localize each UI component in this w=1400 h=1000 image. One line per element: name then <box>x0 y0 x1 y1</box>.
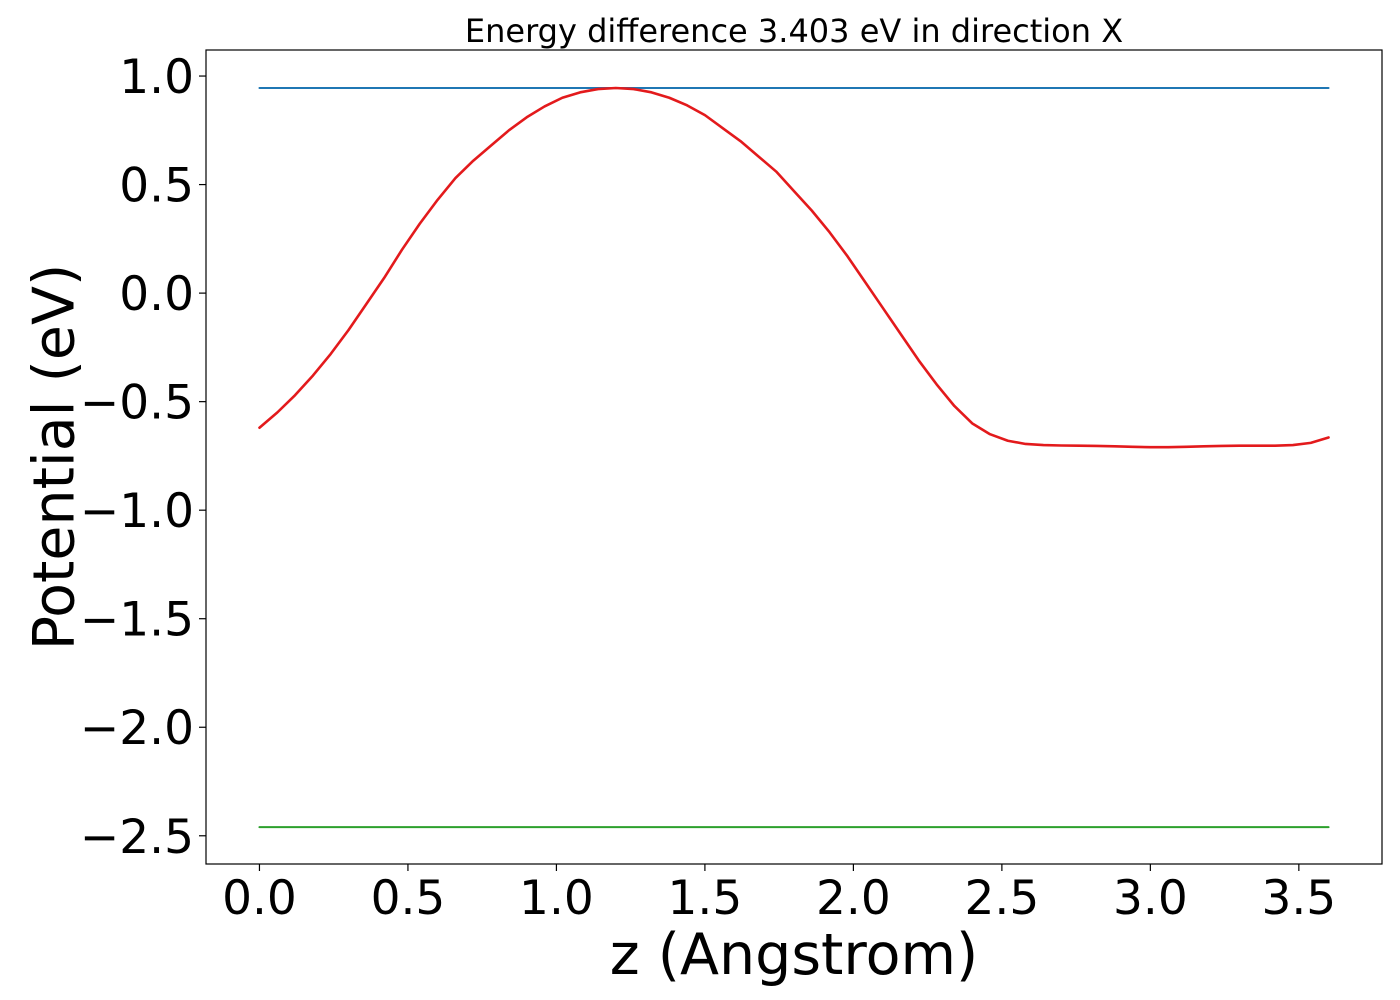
x-tick-label: 1.5 <box>668 871 743 926</box>
y-tick-label: −2.5 <box>80 810 194 865</box>
y-tick-label: −1.0 <box>80 484 194 539</box>
x-tick-label: 3.0 <box>1113 871 1188 926</box>
y-tick-label: 1.0 <box>119 50 194 105</box>
axes-frame <box>205 49 1383 865</box>
chart-title: Energy difference 3.403 eV in direction … <box>465 12 1123 50</box>
x-tick-label: 2.0 <box>816 871 891 926</box>
x-tick-label: 3.5 <box>1261 871 1336 926</box>
x-tick-label: 2.5 <box>965 871 1040 926</box>
y-tick-label: 0.0 <box>119 267 194 322</box>
x-tick-label: 0.0 <box>222 871 297 926</box>
y-tick-label: −2.0 <box>80 701 194 756</box>
axes: 0.0 0.5 1.0 1.5 2.0 2.5 3.0 3.5 1.0 0.5 0.0 −0.5 −1.… <box>80 49 1383 926</box>
series-line-2 <box>258 86 1330 449</box>
x-tick-label: 0.5 <box>371 871 446 926</box>
x-tick-label: 1.0 <box>519 871 594 926</box>
y-tick-label: −0.5 <box>80 376 194 431</box>
x-axis-title: z (Angstrom) <box>610 922 978 988</box>
y-tick-label: 0.5 <box>119 159 194 214</box>
plot-area <box>258 86 1330 829</box>
y-axis-title: Potential (eV) <box>22 264 88 650</box>
y-tick-label: −1.5 <box>80 593 194 648</box>
